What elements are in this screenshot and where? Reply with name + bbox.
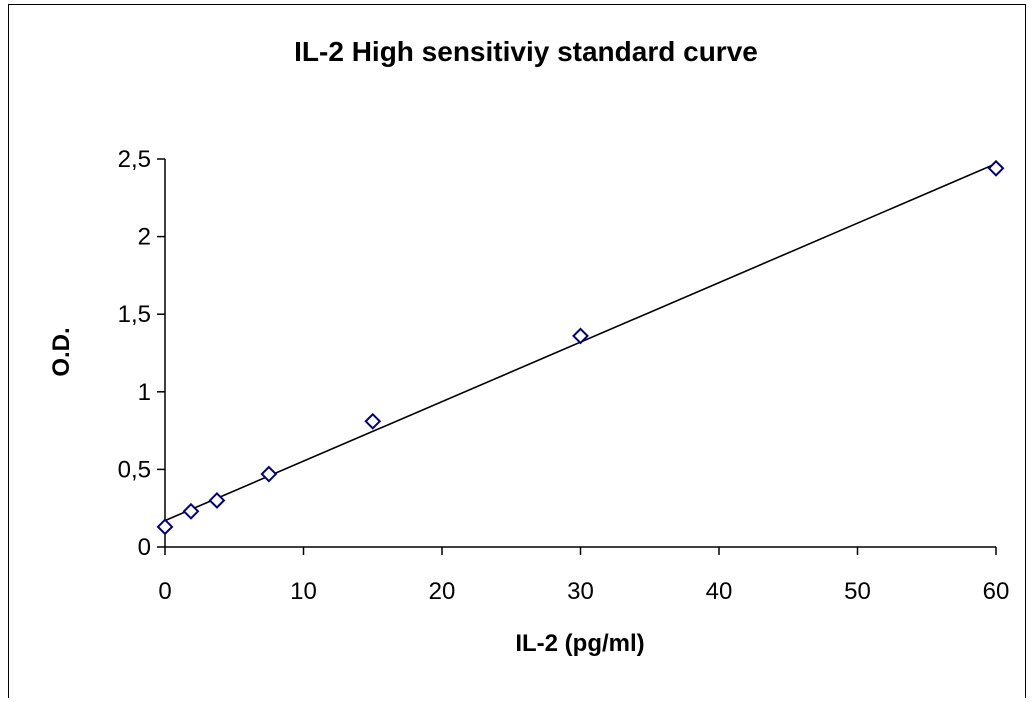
data-point [364, 412, 382, 430]
y-tick-label: 1,5 [118, 301, 151, 328]
data-point [572, 327, 589, 345]
x-tick-label: 0 [158, 578, 171, 605]
y-tick-label: 2,5 [118, 146, 151, 173]
y-axis-title: O.D. [48, 327, 75, 376]
data-points [156, 159, 1005, 536]
data-point [182, 502, 200, 520]
chart-frame: IL-2 High sensitiviy standard curve 0 10 2… [8, 4, 1026, 698]
y-tick-label: 2 [138, 224, 151, 251]
y-tick-label: 1 [138, 379, 151, 406]
chart-area: IL-2 High sensitiviy standard curve 0 10 2… [48, 36, 1010, 657]
data-point [260, 465, 278, 483]
x-tick-label: 20 [429, 578, 456, 605]
y-axis-ticks: 0 0,5 1 1,5 2 2,5 [118, 146, 165, 561]
data-point [156, 518, 174, 536]
x-axis-title: IL-2 (pg/ml) [515, 630, 644, 657]
x-tick-label: 10 [290, 578, 317, 605]
x-tick-label: 50 [844, 578, 871, 605]
plot-area: 0 10 20 30 40 50 60 0 0,5 1 1,5 2 2,5 [118, 146, 1010, 605]
chart-title: IL-2 High sensitiviy standard curve [294, 36, 758, 67]
y-tick-label: 0 [138, 534, 151, 561]
x-axis-ticks: 0 10 20 30 40 50 60 [158, 547, 1009, 605]
y-tick-label: 0,5 [118, 456, 151, 483]
x-tick-label: 40 [706, 578, 733, 605]
x-tick-label: 30 [567, 578, 594, 605]
data-point [208, 492, 226, 509]
x-tick-label: 60 [983, 578, 1010, 605]
data-point [987, 159, 1005, 177]
